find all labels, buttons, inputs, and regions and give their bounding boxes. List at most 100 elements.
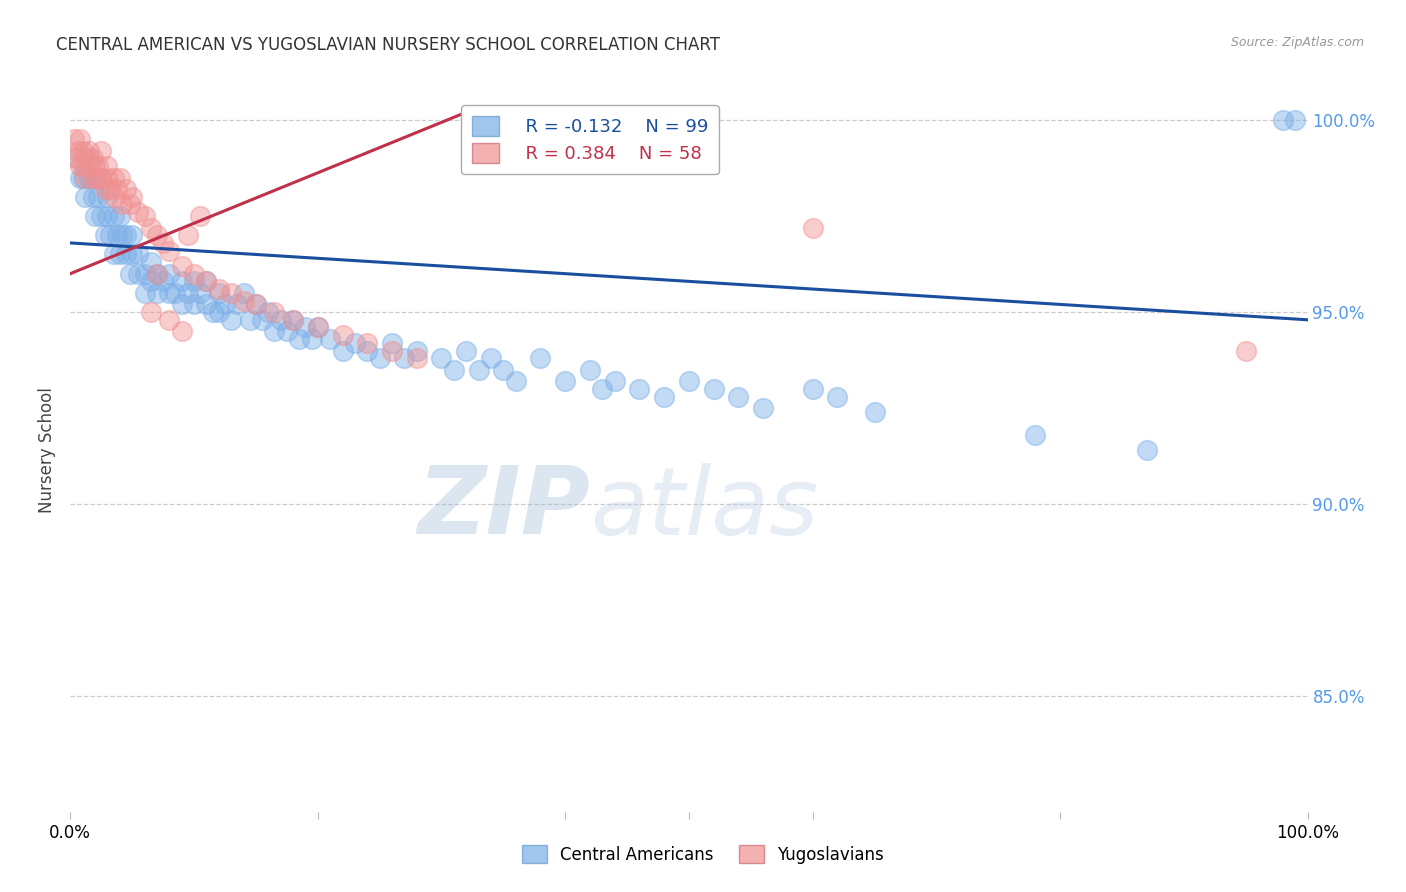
Point [257,305,280,319]
Point [134,209,156,223]
Point [368,351,391,366]
Point [628,382,651,396]
Point [139,255,162,269]
Point [77,159,100,173]
Point [208,305,231,319]
Point [1024,428,1046,442]
Point [108,170,131,185]
Point [232,285,254,300]
Point [579,363,602,377]
Point [195,274,218,288]
Point [170,259,193,273]
Point [219,285,242,300]
Point [63,132,86,146]
Point [157,244,180,258]
Point [152,274,174,288]
Point [863,405,886,419]
Point [96,170,118,185]
Point [134,285,156,300]
Point [103,247,125,261]
Point [294,320,316,334]
Point [84,170,107,185]
Point [146,285,169,300]
Point [263,305,285,319]
Point [332,328,354,343]
Point [183,267,205,281]
Point [146,228,169,243]
Point [157,267,180,281]
Point [245,297,267,311]
Point [727,390,749,404]
Point [170,297,193,311]
Point [801,382,824,396]
Point [90,170,112,185]
Point [394,351,416,366]
Point [232,293,254,308]
Legend: Central Americans, Yugoslavians: Central Americans, Yugoslavians [516,838,890,871]
Point [288,332,311,346]
Point [443,363,465,377]
Point [183,274,205,288]
Text: ZIP: ZIP [418,462,591,554]
Point [108,247,131,261]
Text: CENTRAL AMERICAN VS YUGOSLAVIAN NURSERY SCHOOL CORRELATION CHART: CENTRAL AMERICAN VS YUGOSLAVIAN NURSERY … [56,36,720,54]
Point [65,152,87,166]
Point [603,374,626,388]
Point [69,132,91,146]
Point [188,209,211,223]
Point [219,313,242,327]
Point [405,351,427,366]
Point [121,228,143,243]
Point [226,297,249,311]
Point [96,209,118,223]
Point [652,390,675,404]
Point [90,144,112,158]
Point [381,335,404,350]
Point [1271,112,1294,127]
Point [281,313,304,327]
Point [479,351,502,366]
Point [75,152,97,166]
Point [381,343,404,358]
Point [127,205,149,219]
Point [170,324,193,338]
Point [492,363,515,377]
Point [84,170,107,185]
Point [134,267,156,281]
Point [183,297,205,311]
Point [72,144,94,158]
Point [111,197,134,211]
Point [263,324,285,338]
Point [84,159,107,173]
Point [77,144,100,158]
Point [827,390,849,404]
Point [307,320,329,334]
Point [77,170,100,185]
Point [96,190,118,204]
Point [201,305,224,319]
Text: Source: ZipAtlas.com: Source: ZipAtlas.com [1230,36,1364,49]
Point [94,182,117,196]
Point [94,228,117,243]
Point [90,209,112,223]
Point [111,228,134,243]
Point [105,228,128,243]
Point [214,297,236,311]
Point [301,332,323,346]
Point [115,182,138,196]
Legend:   R = -0.132    N = 99,   R = 0.384    N = 58: R = -0.132 N = 99, R = 0.384 N = 58 [461,105,718,174]
Point [121,247,143,261]
Y-axis label: Nursery School: Nursery School [38,387,56,514]
Point [139,274,162,288]
Point [505,374,527,388]
Point [103,190,125,204]
Point [1234,343,1257,358]
Point [1136,443,1159,458]
Point [250,313,273,327]
Point [195,297,218,311]
Point [703,382,725,396]
Point [98,228,121,243]
Point [591,382,613,396]
Point [332,343,354,358]
Point [75,170,97,185]
